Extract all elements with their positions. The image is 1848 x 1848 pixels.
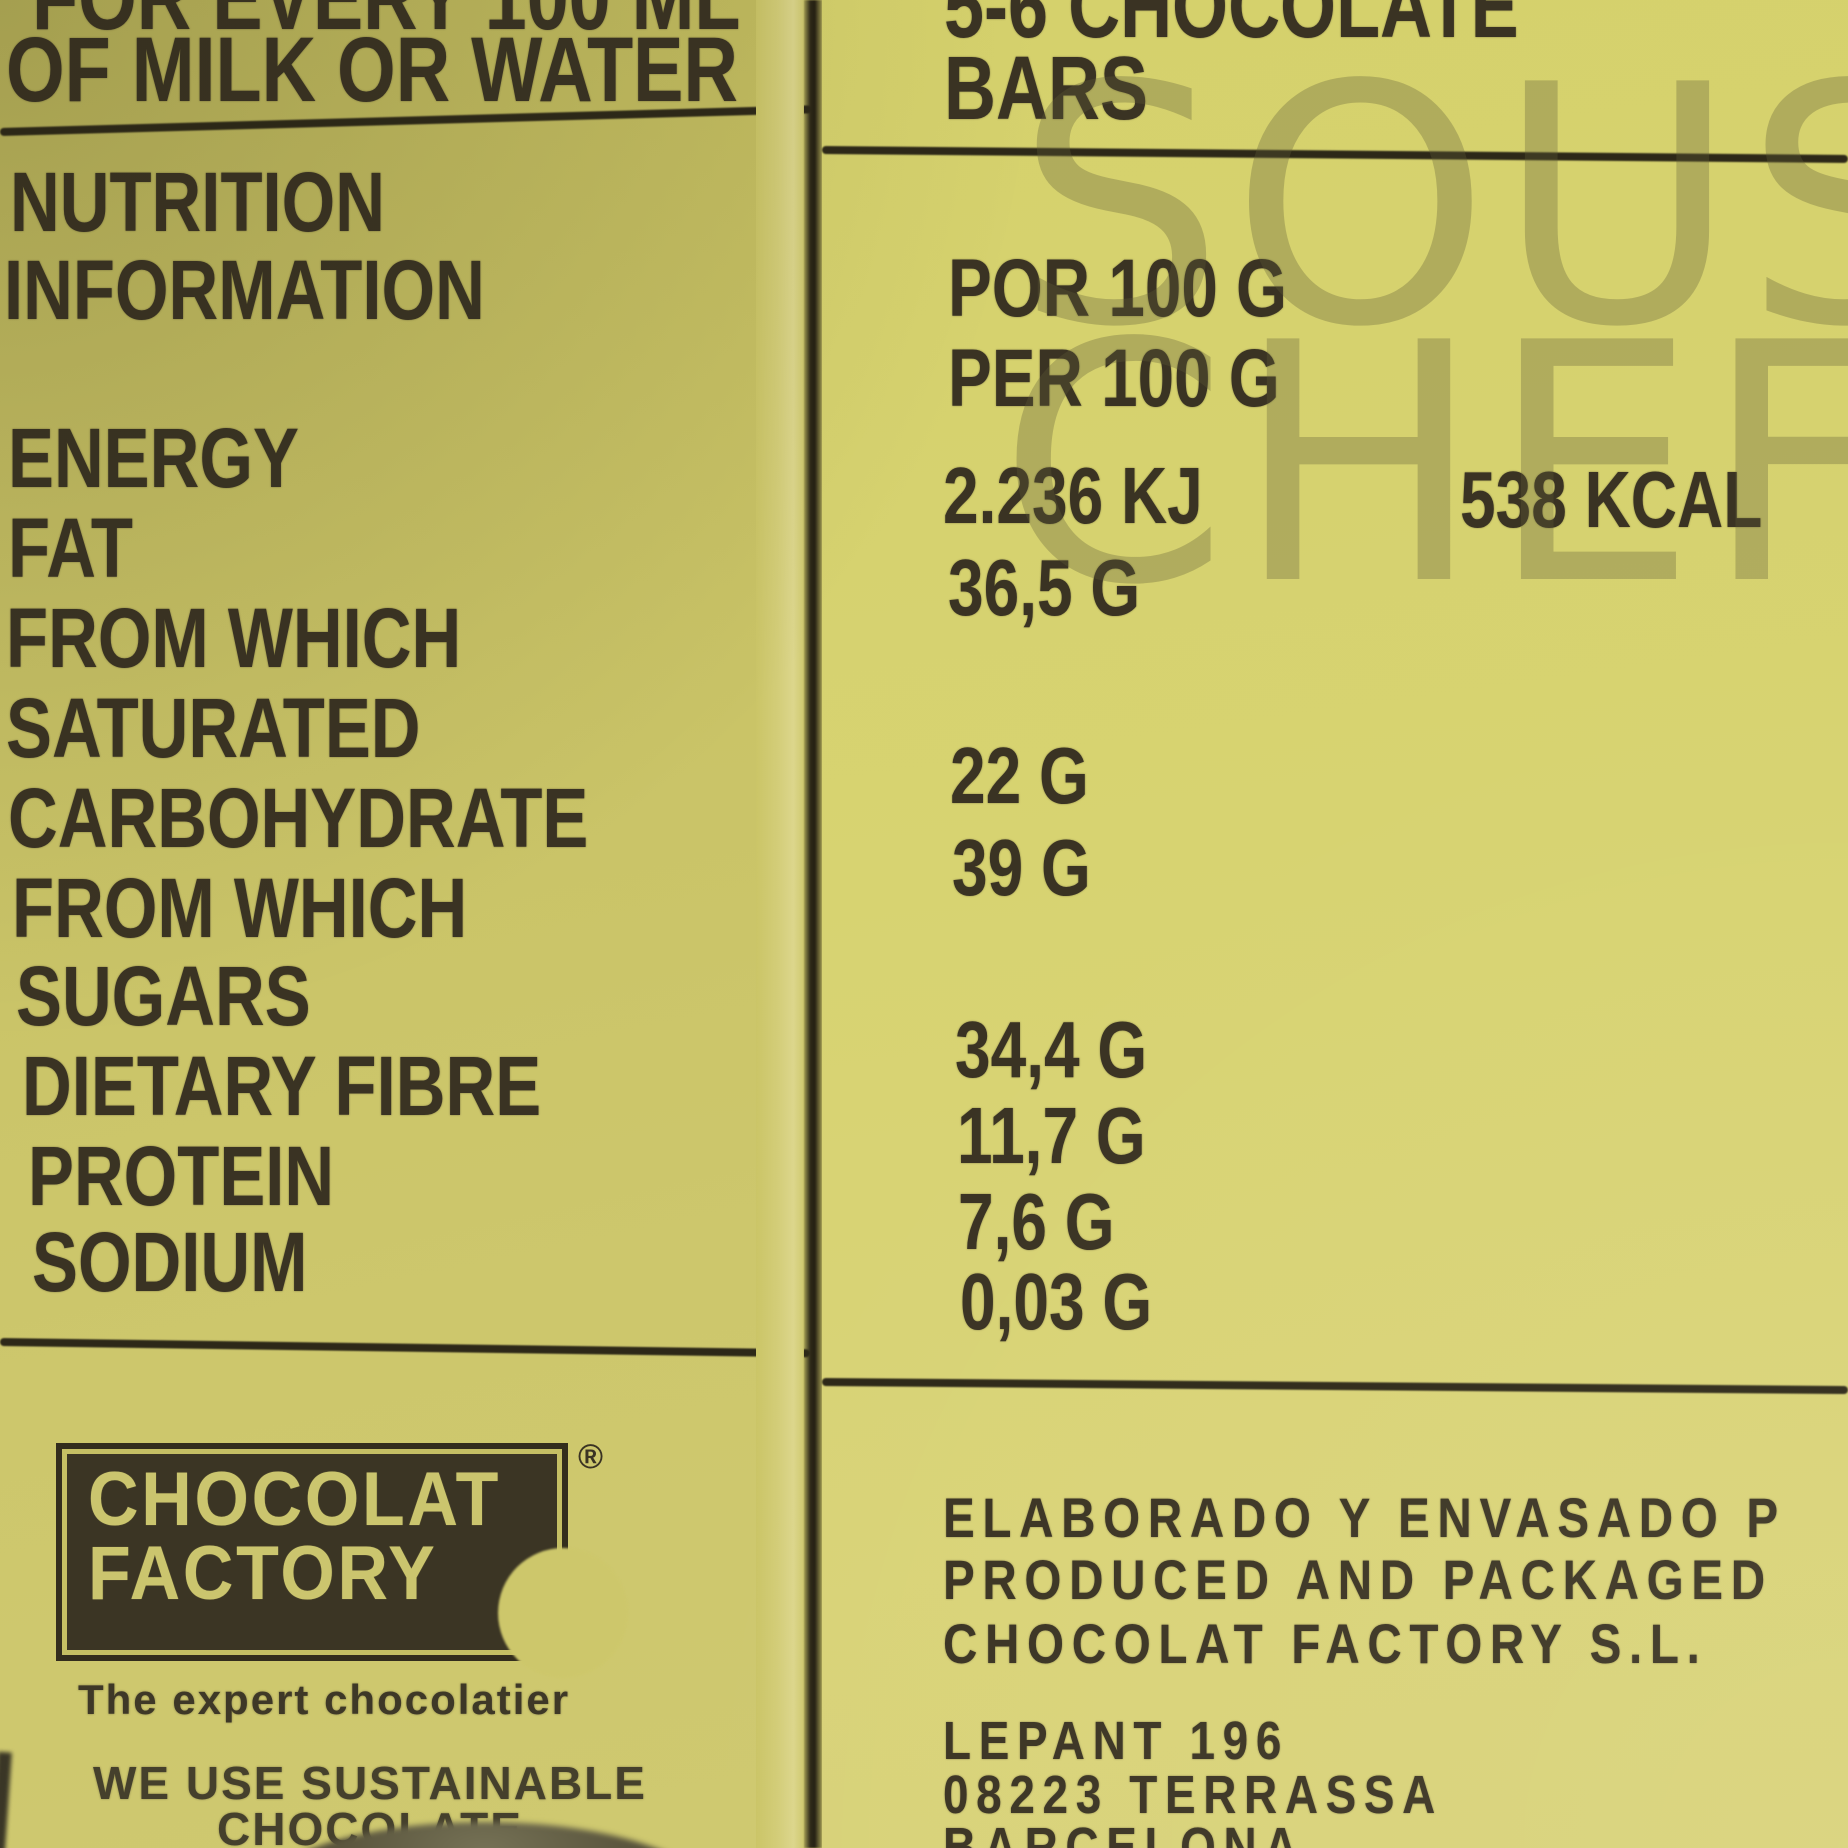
per-100g-en: PER 100 G xyxy=(948,333,1280,424)
chocolat-factory-logo: CHOCOLAT FACTORY xyxy=(56,1443,568,1661)
saturated-value: 22 G xyxy=(950,731,1089,820)
energy-kcal-value: 538 KCAL xyxy=(1460,455,1763,544)
serving-note-line-1: FOR EVERY 100 ML xyxy=(32,0,741,44)
nutrition-heading-line-2: INFORMATION xyxy=(4,243,485,337)
producer-line-3: CHOCOLAT FACTORY S.L. xyxy=(943,1612,1708,1675)
nutrient-label-energy: ENERGY xyxy=(8,411,299,505)
per-100g-es: POR 100 G xyxy=(948,243,1288,334)
right-package-face: 5-6 CHOCOLATE BARS POR 100 G PER 100 G 2… xyxy=(821,0,1848,1848)
logo-brand-line-1: CHOCOLAT xyxy=(88,1457,502,1542)
sustainability-claim-line-1: WE USE SUSTAINABLE xyxy=(93,1757,647,1809)
nutrient-label-protein: PROTEIN xyxy=(28,1129,335,1223)
nutrient-label-dietary-fibre: DIETARY FIBRE xyxy=(22,1039,542,1133)
nutrient-label-fat: FAT xyxy=(8,501,133,595)
address-street: LEPANT 196 xyxy=(943,1711,1290,1771)
package-fold-edge xyxy=(756,0,804,1848)
serving-equivalent-line-1: 5-6 CHOCOLATE xyxy=(944,0,1519,57)
protein-value: 7,6 G xyxy=(958,1177,1115,1266)
producer-line-1: ELABORADO Y ENVASADO P xyxy=(943,1486,1786,1549)
fat-value: 36,5 G xyxy=(948,543,1141,632)
address-city: 08223 TERRASSA xyxy=(943,1765,1443,1825)
nutrient-label-saturated: SATURATED xyxy=(6,681,421,775)
nutrient-label-sugars: SUGARS xyxy=(16,949,311,1043)
nutrient-label-sodium: SODIUM xyxy=(32,1215,308,1309)
dietary-fibre-value: 11,7 G xyxy=(957,1091,1146,1180)
serving-note-line-2: OF MILK OR WATER xyxy=(6,19,738,121)
right-bottom-rule xyxy=(821,1378,1848,1395)
logo-bite-notch xyxy=(498,1548,628,1678)
serving-equivalent-line-2: BARS xyxy=(944,39,1149,139)
package-edge-divider-line xyxy=(804,0,822,1848)
nutrient-label-carbohydrate: CARBOHYDRATE xyxy=(8,771,589,865)
carbohydrate-value: 39 G xyxy=(952,823,1091,912)
left-package-face: FOR EVERY 100 ML OF MILK OR WATER NUTRIT… xyxy=(0,0,812,1848)
logo-tagline: The expert chocolatier xyxy=(78,1676,571,1723)
logo-brand-text: CHOCOLAT FACTORY xyxy=(88,1457,502,1617)
registered-trademark-icon: ® xyxy=(578,1438,604,1476)
nutrient-label-from-which-1: FROM WHICH xyxy=(6,591,462,685)
left-bottom-rule xyxy=(0,1338,810,1358)
producer-line-2: PRODUCED AND PACKAGED xyxy=(943,1548,1773,1611)
nutrition-heading-line-1: NUTRITION xyxy=(10,155,385,249)
energy-kj-value: 2.236 KJ xyxy=(943,451,1203,540)
address-province: BARCELONA xyxy=(943,1817,1306,1848)
sugars-value: 34,4 G xyxy=(955,1005,1148,1094)
right-top-rule xyxy=(821,146,1848,163)
logo-brand-line-2: FACTORY xyxy=(88,1531,438,1617)
nutrient-label-from-which-2: FROM WHICH xyxy=(12,861,468,955)
sodium-value: 0,03 G xyxy=(960,1257,1153,1346)
